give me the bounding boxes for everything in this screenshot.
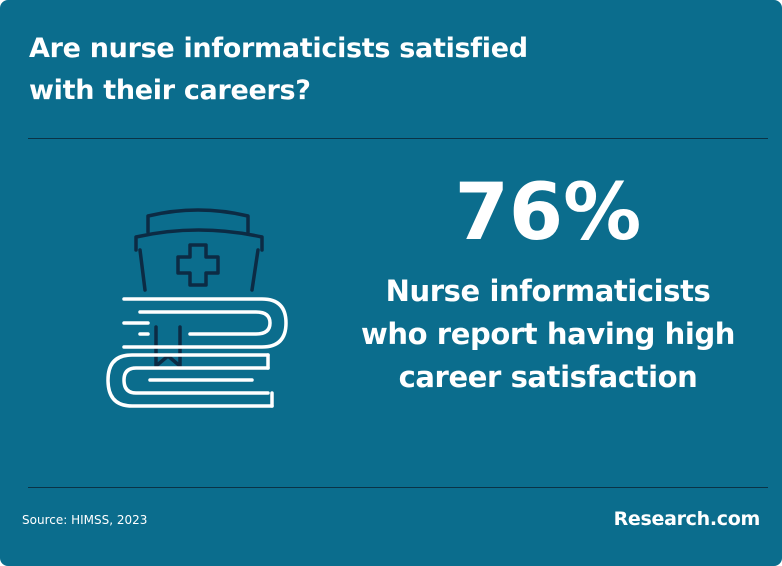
title-line: Are nurse informaticists satisfied — [29, 33, 528, 64]
title-line: with their careers? — [29, 75, 311, 106]
divider — [28, 487, 768, 488]
stat-value: 76% — [454, 168, 642, 258]
divider — [28, 138, 768, 139]
brand-logo: Research.com — [613, 508, 761, 530]
title: Are nurse informaticists satisfied with … — [29, 28, 528, 112]
description-line: career satisfaction — [398, 360, 698, 394]
source: Source: HIMSS, 2023 — [22, 513, 148, 527]
description-line: who report having high — [360, 317, 736, 351]
description-line: Nurse informaticists — [385, 274, 711, 308]
stat-description: Nurse informaticists who report having h… — [340, 270, 756, 399]
